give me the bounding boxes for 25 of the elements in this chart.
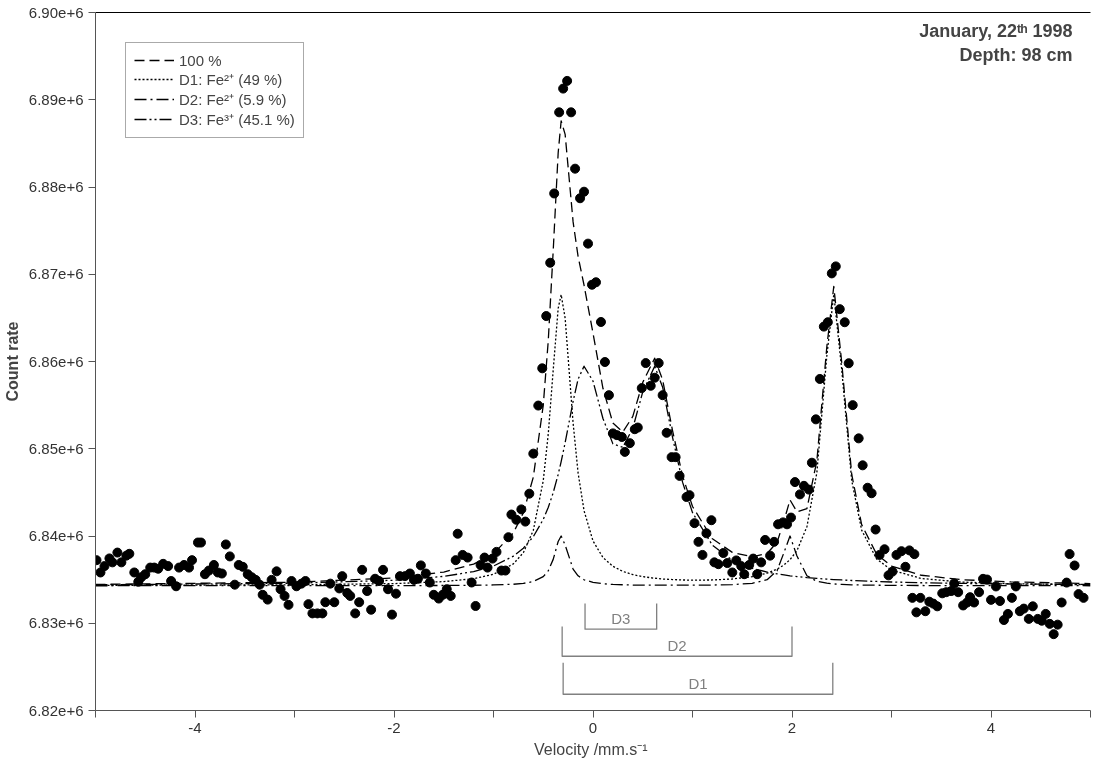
legend-label: D1: Fe²⁺ (49 %)	[179, 70, 283, 89]
x-axis-title: Velocity /mm.s⁻¹	[534, 740, 648, 758]
series-label: D2	[667, 637, 687, 655]
y-tick-label: 6.83e+6	[28, 614, 84, 632]
y-tick-label: 6.85e+6	[28, 439, 84, 457]
y-axis-title: Count rate	[3, 321, 21, 402]
x-tick-label: 4	[986, 718, 996, 736]
y-tick-label: 6.89e+6	[28, 90, 84, 108]
x-tick-label: -4	[188, 718, 202, 736]
y-tick-label: 6.87e+6	[28, 265, 84, 283]
y-tick-label: 6.90e+6	[28, 3, 84, 21]
y-tick-label: 6.84e+6	[28, 527, 84, 544]
annotation: Depth: 98 cm	[959, 44, 1073, 65]
x-tick-label: 2	[787, 718, 797, 736]
y-tick-label: 6.88e+6	[28, 178, 84, 195]
series-label: D3	[611, 610, 631, 628]
annotation: January, 22ᵗʰ 1998	[919, 20, 1073, 41]
y-tick-label: 6.82e+6	[28, 701, 84, 719]
x-tick-label: -2	[387, 718, 401, 736]
legend-label: D3: Fe³⁺ (45.1 %)	[179, 110, 295, 129]
legend-label: D2: Fe²⁺ (5.9 %)	[179, 90, 287, 109]
legend-label: 100 %	[179, 51, 222, 69]
y-tick-label: 6.86e+6	[28, 352, 84, 370]
series-label: D1	[688, 675, 708, 693]
x-tick-label: 0	[588, 718, 598, 736]
